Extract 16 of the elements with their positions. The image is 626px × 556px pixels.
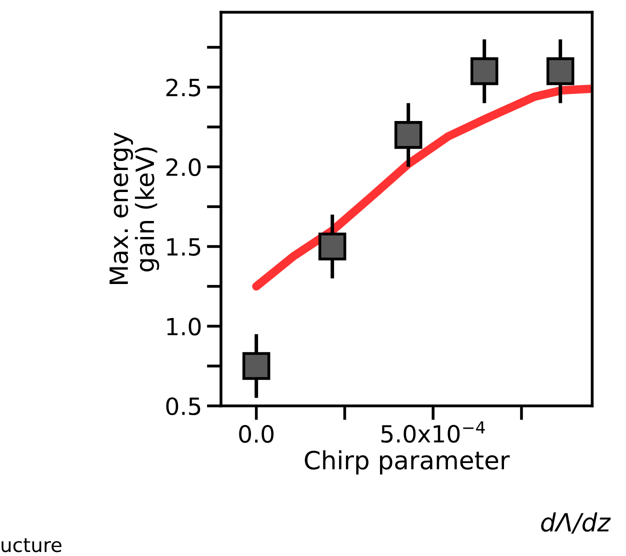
y-tick-label: 0.5 — [166, 397, 200, 416]
y-tick-label: 2.5 — [166, 78, 200, 96]
x-tick-label: 5.0x10$^{−4}$ — [381, 421, 485, 443]
text: dΛ/dz — [541, 512, 611, 534]
point — [242, 352, 270, 380]
point — [470, 57, 498, 86]
text: ucture — [2, 538, 62, 552]
x-tick-label: 0.0 — [239, 425, 274, 443]
y-axis-title: Max. energy gain (keV) — [110, 132, 160, 284]
point — [394, 121, 422, 149]
y-tick-label: 1.0 — [167, 318, 201, 336]
point — [546, 57, 574, 86]
point — [318, 232, 346, 260]
x-axis-title: Chirp parameter — [304, 450, 510, 474]
y-tick-label: 1.5 — [167, 238, 200, 256]
y-tick-label: 2.0 — [166, 158, 201, 176]
